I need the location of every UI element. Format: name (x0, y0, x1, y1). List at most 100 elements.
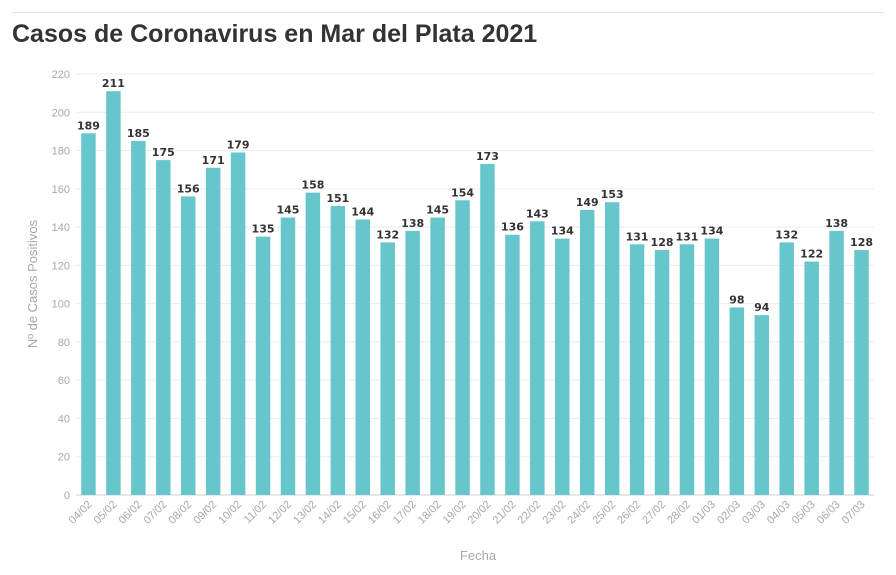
bar-value-label: 189 (77, 119, 100, 132)
x-tick-label: 25/02 (590, 499, 618, 527)
y-axis-title: Nº de Casos Positivos (25, 219, 40, 348)
x-tick-label: 06/03 (815, 499, 843, 527)
x-tick-label: 06/02 (117, 499, 145, 527)
bar (604, 202, 620, 496)
x-tick-label: 19/02 (441, 499, 469, 527)
x-tick-label: 17/02 (391, 499, 419, 527)
y-tick-label: 0 (64, 490, 70, 502)
y-tick-label: 20 (58, 452, 70, 464)
top-divider (12, 12, 884, 13)
bar-value-label: 138 (401, 217, 424, 230)
bar-value-label: 128 (850, 236, 873, 249)
bar (355, 219, 371, 495)
bar (156, 160, 171, 495)
bar (81, 133, 96, 495)
bar (205, 167, 221, 495)
bar (530, 221, 545, 495)
bar (779, 242, 794, 495)
y-tick-label: 160 (52, 184, 70, 196)
x-tick-label: 11/02 (242, 499, 269, 526)
x-tick-label: 16/02 (366, 499, 394, 527)
value-labels: 1892111851751561711791351451581511441321… (77, 77, 873, 314)
x-tick-label: 07/03 (840, 499, 868, 527)
bar-value-label: 153 (601, 188, 624, 201)
bar (180, 196, 196, 496)
bar (754, 315, 770, 495)
bar-value-label: 143 (526, 207, 549, 220)
x-tick-label: 10/02 (216, 499, 244, 527)
bar-value-label: 185 (127, 127, 150, 140)
bar-value-label: 144 (351, 205, 374, 218)
bar (106, 91, 121, 496)
bar-value-label: 211 (102, 77, 125, 90)
bar-value-label: 179 (227, 138, 250, 151)
x-tick-label: 23/02 (540, 499, 568, 527)
y-tick-label: 120 (52, 260, 70, 272)
bar-value-label: 135 (252, 223, 275, 236)
x-tick-label: 12/02 (266, 499, 294, 527)
y-axis-ticks: 0 20 40 60 80 100 120 140 160 180 200 220 (52, 69, 70, 502)
x-tick-label: 13/02 (291, 499, 319, 527)
gridlines (76, 73, 874, 496)
x-axis-title: Fecha (460, 548, 497, 563)
x-tick-label: 07/02 (141, 499, 169, 527)
bar-value-label: 145 (276, 204, 299, 217)
bar (455, 200, 470, 496)
bar-value-label: 94 (754, 301, 770, 314)
bar (480, 163, 495, 495)
bar-value-label: 134 (551, 225, 574, 238)
bar (405, 230, 420, 495)
bar (330, 206, 346, 496)
bar-value-label: 149 (576, 196, 599, 209)
x-tick-label: 01/03 (690, 499, 718, 527)
y-tick-label: 80 (58, 337, 70, 349)
bar (280, 217, 296, 496)
x-tick-label: 05/02 (92, 499, 120, 527)
x-tick-label: 05/03 (790, 499, 818, 527)
bar-value-label: 151 (326, 192, 349, 205)
bar-value-label: 132 (775, 228, 798, 241)
bar-value-label: 175 (152, 146, 175, 159)
bar-value-label: 158 (301, 179, 324, 192)
y-tick-label: 180 (52, 146, 70, 158)
y-tick-label: 40 (58, 413, 70, 425)
bar-value-label: 131 (675, 230, 698, 243)
x-tick-label: 04/02 (67, 499, 95, 527)
bar (679, 244, 695, 495)
bar (804, 261, 819, 495)
bar (654, 250, 670, 495)
x-tick-label: 14/02 (316, 499, 344, 527)
x-axis-ticks: 04/0205/0206/0207/0208/0209/0210/0211/02… (67, 499, 868, 527)
x-tick-label: 27/02 (640, 499, 668, 527)
y-tick-label: 200 (52, 107, 70, 119)
bar-value-label: 138 (825, 217, 848, 230)
bar (579, 209, 595, 496)
bar-value-label: 134 (700, 225, 723, 238)
bar (430, 217, 445, 496)
bar (505, 234, 520, 495)
bar-value-label: 136 (501, 221, 524, 234)
bars (81, 91, 869, 496)
y-tick-label: 140 (52, 222, 70, 234)
x-tick-label: 08/02 (166, 499, 194, 527)
x-tick-label: 20/02 (466, 499, 494, 527)
bar-value-label: 156 (177, 182, 200, 195)
y-tick-label: 220 (52, 69, 70, 81)
x-tick-label: 26/02 (615, 499, 643, 527)
bar (230, 152, 246, 495)
bar-value-label: 131 (626, 230, 649, 243)
chart-title: Casos de Coronavirus en Mar del Plata 20… (12, 20, 538, 48)
bar-value-label: 173 (476, 150, 499, 163)
y-tick-label: 60 (58, 375, 70, 387)
x-tick-label: 22/02 (516, 499, 544, 527)
bar-value-label: 122 (800, 248, 823, 261)
x-tick-label: 24/02 (565, 499, 593, 527)
bar (854, 250, 869, 495)
x-tick-label: 04/03 (765, 499, 793, 527)
bar (305, 192, 321, 496)
x-tick-label: 15/02 (341, 499, 369, 527)
x-tick-label: 21/02 (491, 499, 519, 527)
x-tick-label: 02/03 (715, 499, 743, 527)
bar (729, 307, 745, 495)
